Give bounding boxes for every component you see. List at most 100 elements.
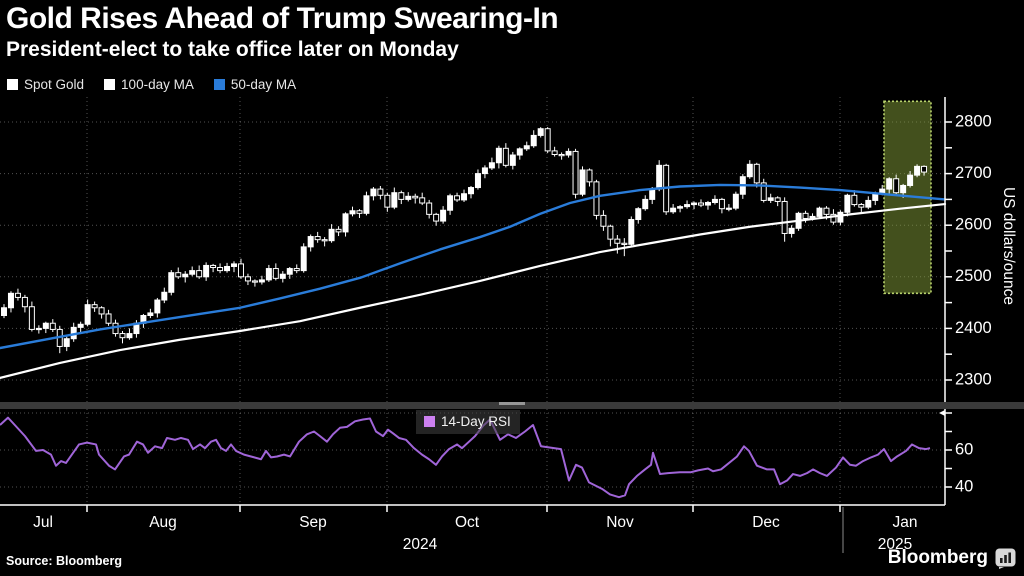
candle-body	[300, 246, 307, 272]
candle-body	[830, 213, 837, 223]
candle-body	[677, 206, 684, 209]
price-tick-label: 2700	[955, 164, 992, 182]
panel-divider[interactable]	[0, 402, 1024, 409]
candle-body	[84, 304, 91, 325]
candle-body	[196, 270, 203, 278]
rsi-line	[0, 416, 931, 499]
candle-body	[168, 272, 175, 293]
month-label: Oct	[455, 514, 480, 531]
ma-100-swatch-icon	[104, 79, 116, 90]
candle-body	[147, 312, 154, 317]
candle-body	[900, 184, 907, 194]
candle-body	[670, 207, 677, 213]
candle-body	[237, 263, 244, 278]
candle-body	[656, 164, 663, 190]
candle-body	[14, 292, 21, 298]
chart-subtitle: President-elect to take office later on …	[6, 38, 459, 61]
candle-body	[412, 195, 419, 199]
candle-body	[105, 313, 112, 324]
candle-body	[914, 165, 921, 176]
rsi-legend: 14-Day RSI	[416, 410, 520, 434]
candle-body	[419, 197, 426, 204]
candle-body	[7, 292, 14, 309]
candle-body	[377, 188, 384, 196]
month-label: Aug	[149, 514, 177, 531]
candle-body	[586, 169, 593, 183]
candle-body	[774, 197, 781, 202]
candle-body	[488, 162, 495, 169]
candle-body	[858, 204, 865, 208]
candle-body	[454, 195, 461, 201]
candle-body	[816, 207, 823, 217]
month-label: Jan	[893, 514, 918, 531]
candle-body	[467, 187, 474, 195]
ma-50-line	[0, 183, 947, 350]
candle-body	[35, 327, 42, 331]
candle-body	[384, 194, 391, 208]
candle-body	[42, 322, 49, 329]
bloomberg-wordmark: Bloomberg	[887, 547, 988, 568]
candle-body	[886, 178, 893, 190]
candle-body	[63, 338, 70, 347]
candle-body	[77, 323, 84, 328]
candle-body	[272, 268, 279, 279]
candle-body	[865, 199, 872, 208]
candle-body	[126, 333, 133, 339]
candle-body	[635, 208, 642, 221]
candle-body	[691, 202, 698, 206]
candle-body	[481, 167, 488, 175]
candle-body	[231, 263, 238, 267]
candle-body	[746, 163, 753, 178]
candles-layer	[1, 127, 928, 354]
candle-body	[224, 265, 231, 272]
candle-body	[426, 202, 433, 215]
candle-body	[921, 165, 928, 173]
candle-body	[21, 296, 28, 308]
candle-body	[704, 201, 711, 206]
candle-body	[698, 202, 704, 206]
ma-100-line	[0, 202, 947, 380]
candle-body	[579, 169, 586, 195]
panel-divider-handle[interactable]	[499, 402, 525, 405]
candle-body	[461, 193, 468, 201]
candle-body	[600, 214, 607, 227]
candle-body	[565, 150, 572, 156]
candle-body	[684, 204, 691, 208]
price-tick-label: 2300	[955, 370, 992, 388]
candle-body	[788, 227, 795, 234]
legend-label: 50-day MA	[230, 77, 297, 92]
price-y-axis: 2300 2400 2500 2600 2700 2800 US dollars/ounce	[944, 97, 1017, 403]
year-label: 2024	[403, 536, 438, 553]
month-label: Jul	[33, 514, 53, 531]
candle-body	[175, 272, 182, 278]
legend-item-50-day-ma: 50-day MA	[213, 77, 297, 92]
price-tick-label: 2400	[955, 319, 992, 337]
candle-body	[349, 210, 356, 215]
candle-body	[363, 195, 370, 214]
candle-body	[509, 154, 516, 166]
candle-body	[154, 299, 161, 314]
candle-body	[258, 279, 265, 283]
candle-body	[607, 225, 614, 240]
candle-body	[551, 150, 558, 156]
candle-body	[244, 276, 251, 282]
candle-body	[307, 236, 314, 248]
candle-body	[495, 147, 502, 164]
candle-body	[433, 213, 440, 222]
candle-body	[614, 238, 621, 244]
legend-label: 100-day MA	[121, 77, 194, 92]
candle-body	[251, 280, 258, 283]
candle-body	[837, 211, 844, 223]
price-tick-label: 2600	[955, 216, 992, 234]
candle-body	[265, 268, 272, 281]
month-label: Dec	[752, 514, 780, 531]
rsi-scale-arrow-icon	[939, 410, 945, 416]
candle-body	[537, 128, 544, 136]
candle-body	[203, 264, 210, 278]
candle-body	[725, 207, 732, 210]
candle-body	[314, 236, 321, 241]
candle-body	[356, 210, 363, 214]
candle-body	[391, 192, 398, 208]
candle-body	[851, 194, 858, 206]
